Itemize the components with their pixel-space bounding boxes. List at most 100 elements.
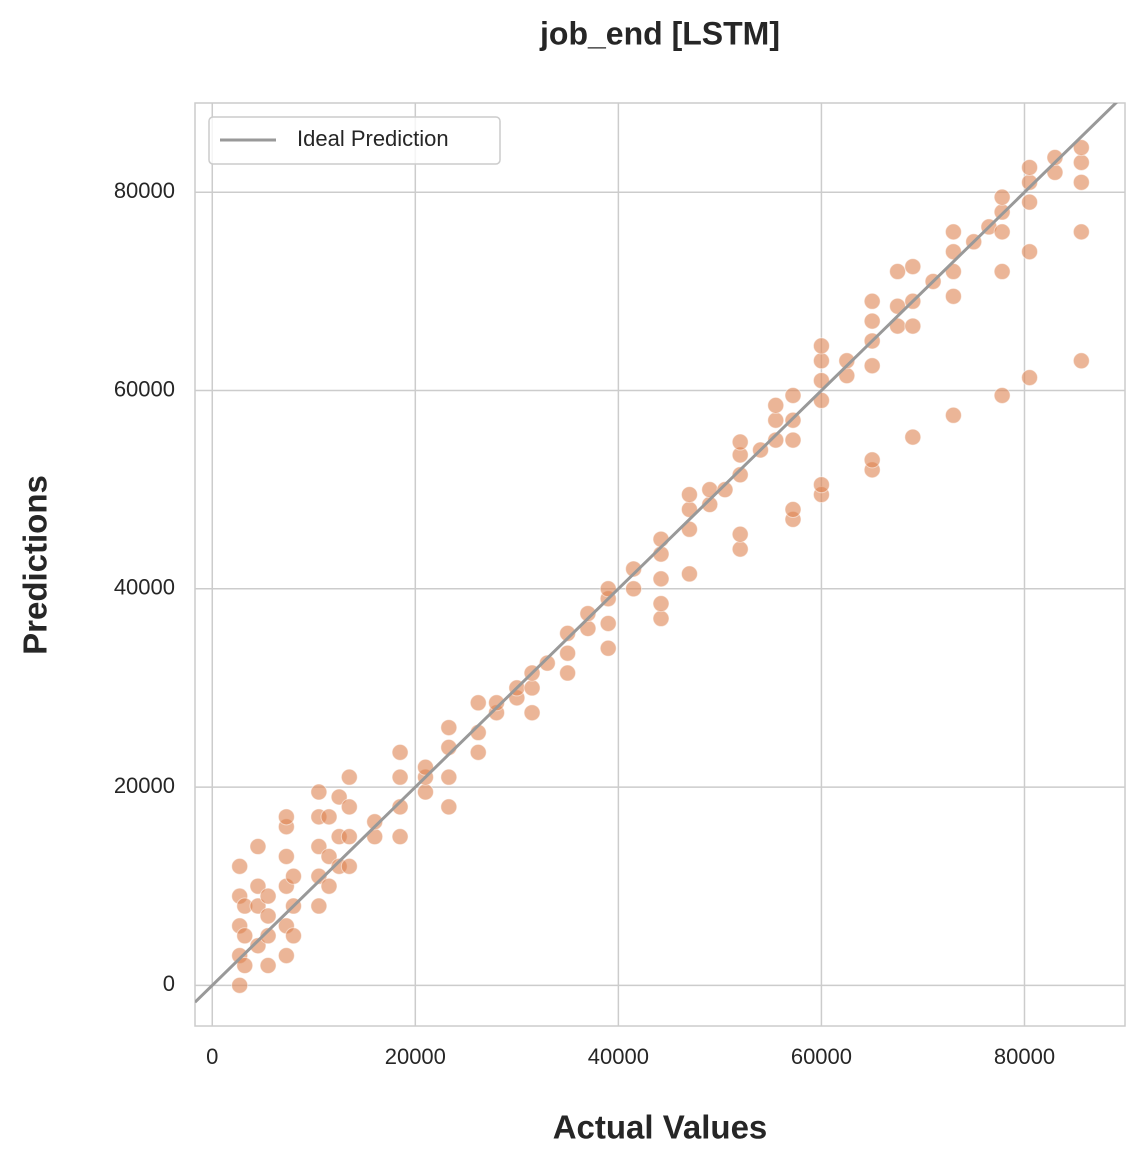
point [440, 768, 458, 786]
point [440, 719, 458, 737]
point [838, 352, 856, 370]
point [1021, 193, 1039, 211]
point [236, 927, 254, 945]
x-tick-label: 80000 [994, 1044, 1055, 1069]
point [259, 957, 277, 975]
point [416, 783, 434, 801]
point [944, 223, 962, 241]
point [284, 927, 302, 945]
point [731, 466, 749, 484]
point [310, 897, 328, 915]
plot-frame [194, 102, 1126, 1027]
point [559, 624, 577, 642]
point [716, 481, 734, 499]
chart-title: job_end [LSTM] [539, 15, 780, 51]
point [277, 808, 295, 826]
x-tick-label: 20000 [385, 1044, 446, 1069]
point [889, 263, 907, 281]
point [784, 431, 802, 449]
point [469, 743, 487, 761]
point [284, 867, 302, 885]
point [904, 258, 922, 276]
point [767, 411, 785, 429]
point [904, 317, 922, 335]
point [440, 798, 458, 816]
y-tick-label: 40000 [114, 575, 175, 600]
point [277, 947, 295, 965]
y-tick-label: 60000 [114, 376, 175, 401]
x-axis-label: Actual Values [553, 1109, 768, 1146]
point [784, 386, 802, 404]
point [599, 614, 617, 632]
point [310, 838, 328, 856]
point [330, 788, 348, 806]
point [1072, 352, 1090, 370]
point [469, 694, 487, 712]
point [625, 580, 643, 598]
y-axis-label: Predictions [17, 475, 54, 655]
point [236, 957, 254, 975]
point [559, 664, 577, 682]
point [767, 396, 785, 414]
point [993, 386, 1011, 404]
point [249, 897, 267, 915]
point [1021, 243, 1039, 261]
point [391, 743, 409, 761]
point [767, 431, 785, 449]
point [523, 679, 541, 697]
point [340, 798, 358, 816]
point [391, 798, 409, 816]
point [944, 287, 962, 305]
y-tick-label: 20000 [114, 773, 175, 798]
point [340, 828, 358, 846]
point [249, 838, 267, 856]
point [599, 639, 617, 657]
point [259, 887, 277, 905]
point [538, 654, 556, 672]
point [863, 292, 881, 310]
point [652, 610, 670, 628]
point [731, 433, 749, 451]
point [863, 451, 881, 469]
point [488, 694, 506, 712]
x-tick-label: 0 [206, 1044, 218, 1069]
point [249, 877, 267, 895]
point [1072, 223, 1090, 241]
point [904, 428, 922, 446]
point [731, 525, 749, 543]
legend-box [208, 116, 501, 165]
y-tick-label: 80000 [114, 178, 175, 203]
point [993, 223, 1011, 241]
point [1072, 173, 1090, 191]
point [579, 605, 597, 623]
point [812, 476, 830, 494]
point [680, 565, 698, 583]
point [391, 828, 409, 846]
point [652, 530, 670, 548]
point [1021, 158, 1039, 176]
point [310, 867, 328, 885]
point [523, 704, 541, 722]
point [1046, 149, 1064, 167]
point [320, 808, 338, 826]
point [993, 263, 1011, 281]
point [249, 937, 267, 955]
point [391, 768, 409, 786]
point [863, 357, 881, 375]
point [340, 857, 358, 875]
point [993, 188, 1011, 206]
point [812, 352, 830, 370]
point [259, 927, 277, 945]
point [320, 877, 338, 895]
point [310, 783, 328, 801]
point [320, 847, 338, 865]
point [559, 644, 577, 662]
point [1072, 139, 1090, 157]
point [731, 540, 749, 558]
point [277, 847, 295, 865]
ideal-line [195, 103, 1119, 1004]
point [625, 560, 643, 578]
x-tick-label: 40000 [588, 1044, 649, 1069]
point [652, 570, 670, 588]
